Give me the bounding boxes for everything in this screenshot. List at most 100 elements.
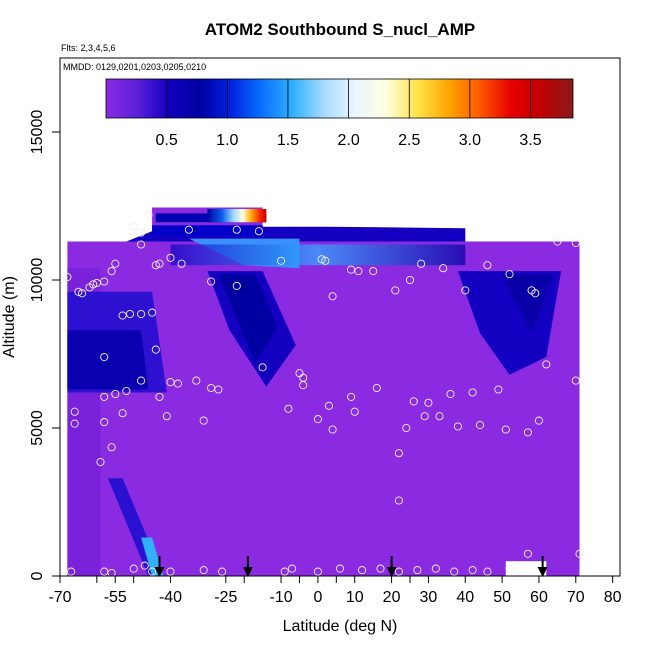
field-south-core: [67, 330, 149, 390]
sample-point: [148, 567, 157, 576]
sample-point: [350, 407, 359, 416]
sample-point: [542, 360, 551, 369]
sample-point: [162, 412, 171, 421]
sample-point: [468, 388, 477, 397]
y-tick-label: 0: [29, 571, 46, 580]
field-lower: [100, 416, 580, 576]
sample-point: [531, 289, 540, 298]
sample-point: [111, 259, 120, 268]
sample-point: [446, 389, 455, 399]
sample-point: [89, 280, 98, 289]
sample-point: [92, 278, 101, 288]
sample-point: [122, 386, 131, 396]
x-tick-label: 10: [346, 589, 364, 606]
sample-point: [232, 281, 241, 290]
sample-point: [107, 267, 116, 276]
sample-point: [100, 392, 109, 401]
sample-point: [347, 392, 356, 401]
sample-point: [483, 261, 492, 270]
sample-point: [100, 418, 109, 427]
colorbar-tick-label: 2.0: [337, 132, 359, 149]
sample-point: [453, 422, 462, 431]
field-gap: [505, 561, 547, 576]
colorbar-tick-label: 1.5: [277, 132, 299, 149]
x-tick-label: 0: [313, 589, 322, 606]
sample-point: [394, 567, 403, 576]
sample-point: [299, 381, 308, 390]
sample-point: [151, 345, 160, 354]
sample-point: [409, 397, 418, 406]
sample-point: [494, 385, 503, 394]
sample-point: [173, 379, 182, 388]
field-top-hotspot: [207, 208, 267, 223]
sample-point: [450, 567, 459, 576]
sample-point: [137, 228, 146, 237]
sample-point: [394, 496, 403, 505]
sample-point: [280, 567, 289, 576]
sample-point: [100, 277, 109, 286]
sample-point: [402, 423, 411, 433]
sample-point: [417, 259, 426, 268]
sample-point: [100, 352, 109, 362]
sample-point: [199, 566, 208, 575]
sample-point: [192, 376, 201, 385]
sample-point: [107, 568, 116, 576]
sample-point: [166, 567, 175, 576]
sample-point: [372, 383, 381, 393]
sample-point: [199, 416, 208, 425]
sample-point: [505, 270, 514, 279]
sample-point: [468, 566, 477, 575]
sample-point: [439, 264, 448, 273]
chart-title: ATOM2 Southbound S_nucl_AMP: [205, 20, 475, 39]
x-tick-label: -70: [48, 589, 71, 606]
profile-arrow-head: [537, 567, 548, 577]
sample-point: [324, 401, 333, 410]
y-tick-label: 15000: [29, 110, 46, 155]
sample-point: [184, 225, 193, 234]
sample-point: [335, 564, 345, 573]
x-tick-label: 20: [383, 589, 401, 606]
sample-point: [207, 277, 216, 286]
sample-point: [107, 443, 116, 452]
sample-point: [424, 398, 433, 407]
sample-point: [391, 286, 400, 295]
x-tick-label: 40: [456, 589, 474, 606]
colorbar-tick-label: 1.0: [216, 132, 238, 149]
sample-points: [63, 210, 584, 576]
x-tick-label: -40: [159, 589, 182, 606]
dates-subtitle: MMDD: 0129,0201,0203,0205,0210: [63, 62, 206, 72]
colorbar-tick-label: 2.5: [398, 132, 420, 149]
y-axis-label: Altitude (m): [1, 276, 18, 358]
colorbar-tick-label: 0.5: [156, 132, 178, 149]
sample-point: [218, 567, 227, 576]
sample-point: [78, 289, 87, 298]
sample-point: [277, 256, 286, 265]
sample-point: [63, 272, 72, 282]
sample-point: [405, 275, 415, 285]
sample-point: [129, 222, 138, 231]
x-axis-label: Latitude (deg N): [283, 618, 398, 635]
sample-point: [413, 566, 422, 575]
profile-markers: [154, 556, 548, 577]
sample-point: [321, 256, 330, 265]
x-tick-label: 80: [604, 589, 622, 606]
field-north-core: [502, 274, 554, 334]
sample-point: [534, 416, 543, 425]
sample-point: [177, 259, 186, 268]
sample-point: [505, 564, 514, 573]
sample-point: [96, 457, 105, 467]
sample-point: [571, 238, 580, 248]
colorbar-tick-label: 3.0: [459, 132, 481, 149]
sample-point: [118, 311, 127, 320]
profile-arrow-head: [386, 567, 397, 577]
profile-arrow-head: [154, 567, 165, 577]
sample-point: [523, 428, 532, 437]
field-low-hotspot-2: [141, 537, 164, 576]
sample-point: [313, 567, 322, 576]
sample-point: [137, 309, 146, 319]
x-tick-label: 30: [420, 589, 438, 606]
x-tick-label: 70: [567, 589, 585, 606]
sample-point: [125, 309, 135, 319]
sample-point: [575, 549, 584, 558]
